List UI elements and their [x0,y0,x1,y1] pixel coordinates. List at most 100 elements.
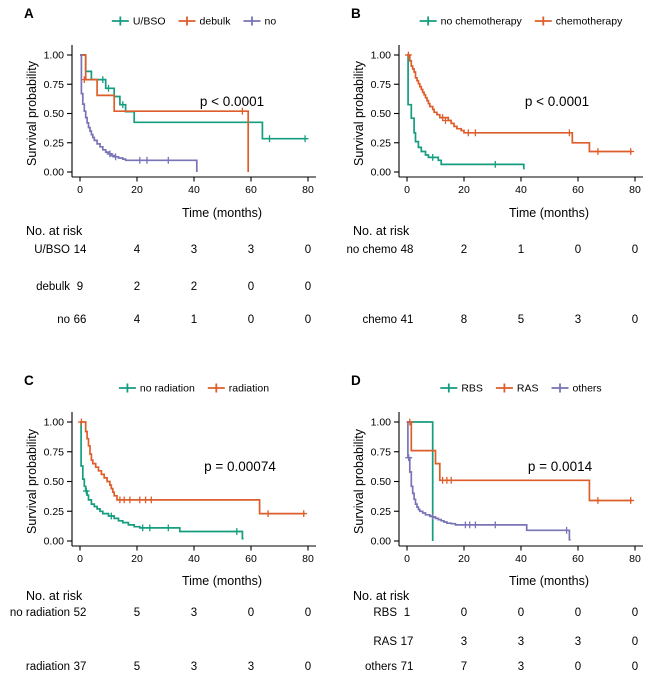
risk-count: 2 [134,281,140,293]
x-tick-label: 20 [458,184,470,196]
axes: 1.00 0.75 0.50 0.25 0.00 0 20 40 60 80 [44,412,316,565]
y-tick-label: 0.75 [44,79,65,91]
risk-table-header: No. at risk [26,589,83,603]
x-tick-label: 40 [515,184,527,196]
legend-censor-icon-ras [495,383,513,393]
panel-d: D 1.00 0.75 0.50 0.25 0.00 0 20 40 60 80 Survival p… [351,373,643,673]
risk-count: 0 [632,607,638,619]
x-tick-label: 20 [131,184,143,196]
censor-marks-u-bso [99,76,309,143]
censor-marks-ras [406,418,635,504]
legend-censor-icon-rbs [440,383,458,393]
risk-count: 0 [461,607,467,619]
risk-count: 52 [74,607,87,619]
p-value-label: p = 0.00074 [204,459,276,474]
risk-count: 0 [575,661,581,673]
y-tick-label: 0.00 [371,536,392,548]
y-tick-label: 0.25 [44,137,65,149]
risk-count: 0 [518,607,524,619]
risk-count: 4 [134,314,141,326]
risk-table: No. at risk no chemo 48 2 1 0 0 chemo 41 8 5 3 0 [346,224,638,326]
risk-count: 0 [248,281,254,293]
x-tick-label: 20 [131,553,143,565]
y-tick-label: 0.50 [44,476,65,488]
x-tick-label: 0 [77,553,83,565]
curves [80,54,309,172]
risk-count: 3 [248,661,254,673]
legend-censor-icon-no [243,16,261,26]
risk-row-label-no: no [57,314,70,326]
risk-row-label-no-radiation: no radiation [10,607,70,619]
legend-censor-icon-radiation [207,383,225,393]
axes: 1.00 0.75 0.50 0.25 0.00 0 20 40 60 80 [371,45,643,196]
x-tick-label: 80 [302,184,314,196]
risk-count: 37 [74,661,87,673]
legend: no radiation radiation [118,383,269,395]
panel-letter-b: B [351,6,361,21]
censor-marks-others [405,454,570,534]
curve-chemotherapy [407,54,633,153]
risk-count: 1 [191,314,197,326]
x-axis-title: Time (months) [509,206,589,220]
risk-count: 5 [518,314,524,326]
risk-count: 2 [191,281,197,293]
curve-no-radiation [80,421,244,540]
y-tick-label: 0.50 [371,476,392,488]
risk-count: 0 [305,661,311,673]
risk-count: 3 [518,636,524,648]
risk-count: 7 [461,661,467,673]
risk-count: 3 [191,244,197,256]
legend-label-rbs: RBS [461,383,483,395]
legend-label-no: no [264,16,276,28]
risk-count: 14 [74,244,87,256]
risk-row-label-radiation: radiation [26,661,70,673]
risk-row-label-no-chemo: no chemo [346,244,397,256]
x-tick-label: 60 [245,553,257,565]
legend-label-no-radiation: no radiation [140,383,195,395]
risk-count: 0 [305,607,311,619]
censor-marks-chemotherapy [405,51,635,155]
risk-table: No. at risk U/BSO 14 4 3 3 0 debulk 9 2 2 0 0 no 66 4 1 0… [26,224,311,326]
risk-count: 3 [461,636,467,648]
legend-label-no-chemotherapy: no chemotherapy [441,16,523,28]
risk-table: No. at risk RBS 1 0 0 0 0 RAS 17 3 3 3 0 others 71 7 3 0 0 [353,589,638,673]
x-axis-title: Time (months) [509,574,589,588]
risk-row-label-others: others [365,661,397,673]
curve-ras [407,421,633,502]
y-axis-title: Survival probability [25,428,39,534]
curve-no-chemotherapy [407,54,525,170]
legend-label-chemotherapy: chemotherapy [556,16,623,28]
risk-row-label-u-bso: U/BSO [34,244,70,256]
x-tick-label: 60 [245,184,257,196]
risk-table-header: No. at risk [353,224,410,238]
legend-censor-icon-u-bso [111,16,129,26]
risk-count: 17 [401,636,414,648]
legend: no chemotherapy chemotherapy [419,16,623,28]
risk-count: 1 [404,607,410,619]
risk-table-header: No. at risk [353,589,410,603]
y-tick-label: 0.50 [44,108,65,120]
x-tick-label: 0 [77,184,83,196]
risk-count: 5 [134,661,140,673]
risk-count: 0 [248,314,254,326]
risk-count: 3 [575,636,581,648]
risk-count: 48 [401,244,414,256]
legend-label-ras: RAS [517,383,539,395]
legend-label-debulk: debulk [200,16,232,28]
risk-count: 8 [461,314,467,326]
x-tick-label: 80 [302,553,314,565]
y-axis-title: Survival probability [25,60,39,166]
censor-marks-debulk [80,76,246,115]
curve-debulk [80,54,250,172]
p-value-label: p < 0.0001 [525,94,589,109]
censor-marks-no [106,150,172,164]
risk-count: 0 [632,636,638,648]
censor-marks-no-radiation [82,487,241,535]
y-axis-title: Survival probability [352,428,366,534]
y-tick-label: 0.25 [371,506,392,518]
y-tick-label: 0.00 [44,536,65,548]
x-tick-label: 60 [572,184,584,196]
